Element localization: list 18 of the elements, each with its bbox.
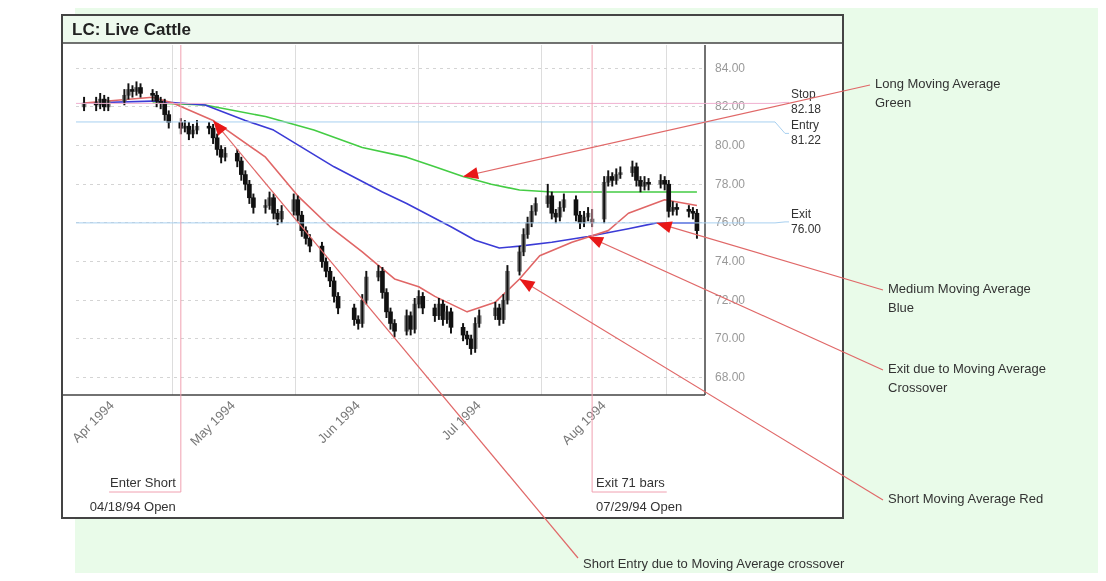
annotation: Short Entry due to Moving Average crossover [583,556,846,572]
annotation: Short Moving Average Red [888,491,1044,507]
y-tick-label: 84.00 [715,60,746,75]
annotation: Medium Moving Average Blue [888,281,1031,316]
y-tick-label: 76.00 [715,215,746,230]
ref-line-label: Enter Short 04/18/94 Open [89,475,177,514]
annotation: Long Moving Average Green [875,76,1001,111]
y-tick-label: 78.00 [715,176,746,191]
y-tick-label: 68.00 [715,369,746,384]
chart-title: LC: Live Cattle [72,19,192,39]
y-tick-label: 70.00 [715,331,746,346]
y-tick-label: 80.00 [715,137,746,152]
ref-line-label: Entry 81.22 [791,118,822,148]
ref-line-label: Exit 76.00 [791,206,822,236]
ref-line-label: Exit 71 bars 07/29/94 Open [596,475,683,514]
y-tick-label: 74.00 [715,253,746,268]
ref-line-label: Stop 82.18 [791,87,822,117]
annotation: Exit due to Moving Average Crossover [888,361,1047,396]
